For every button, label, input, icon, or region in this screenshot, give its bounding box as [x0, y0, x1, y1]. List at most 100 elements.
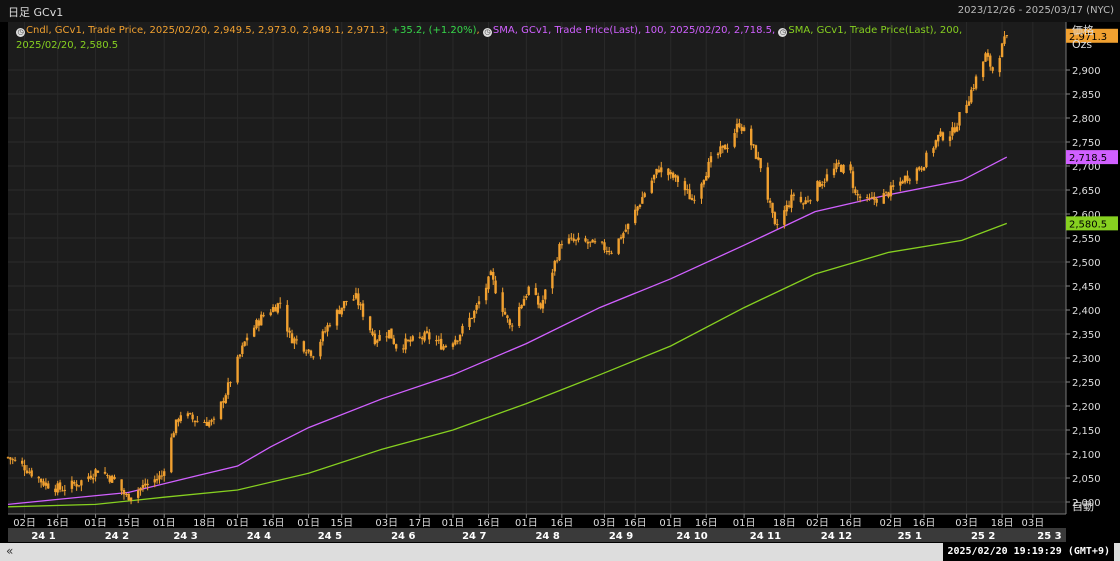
- candle-body: [70, 480, 74, 489]
- x-tick-label: 16日: [624, 518, 647, 529]
- candle-body: [577, 237, 580, 240]
- clock-icon[interactable]: ◷: [482, 28, 492, 37]
- candle-body: [660, 167, 663, 173]
- candle-body: [889, 185, 893, 197]
- candle-body: [127, 493, 130, 501]
- candle-body: [655, 168, 658, 175]
- candle-body: [276, 303, 280, 313]
- candle-body: [667, 168, 670, 176]
- candle-body: [461, 325, 464, 334]
- x-tick-label: 16日: [695, 518, 718, 529]
- candle-body: [643, 193, 646, 197]
- candle-body: [693, 199, 696, 201]
- candle-body: [30, 470, 33, 477]
- candle-body: [376, 340, 379, 343]
- y-tick-label: 2,550: [1072, 234, 1101, 245]
- candle-body: [622, 233, 625, 239]
- candle-body: [96, 470, 100, 473]
- candle-body: [13, 459, 17, 461]
- candle-body: [544, 289, 547, 300]
- candle-body: [212, 418, 216, 420]
- month-label: 24 6: [391, 531, 415, 542]
- auto-scale-button[interactable]: 自動: [1072, 500, 1094, 513]
- candle-body: [473, 310, 476, 319]
- month-label: 25 3: [1037, 531, 1061, 542]
- candle-body: [984, 53, 987, 62]
- candle-body: [269, 312, 272, 316]
- candle-body: [236, 356, 239, 383]
- candle-body: [58, 482, 62, 490]
- candle-body: [262, 315, 265, 317]
- candle-body: [42, 481, 45, 486]
- candle-body: [501, 292, 504, 312]
- clock-icon[interactable]: ◷: [778, 28, 788, 37]
- month-label: 24 7: [462, 531, 486, 542]
- candle-body: [326, 325, 329, 332]
- x-tick-label: 03日: [375, 518, 398, 529]
- candle-body: [1000, 43, 1004, 58]
- candle-body: [23, 465, 26, 471]
- legend-candle-change: +35.2, (+1.20%): [391, 25, 477, 36]
- candle-body: [541, 300, 545, 309]
- y-axis-panel[interactable]: [1066, 22, 1120, 514]
- candle-body: [222, 400, 225, 403]
- candle-body: [21, 460, 24, 464]
- y-tick-label: 2,000: [1072, 498, 1101, 509]
- candle-body: [567, 238, 571, 244]
- candle-body: [726, 147, 729, 149]
- candle-body: [387, 329, 391, 339]
- candle-body: [94, 469, 97, 477]
- candle-body: [700, 183, 703, 199]
- candle-body: [238, 354, 242, 357]
- y-tick-label: 2,900: [1072, 66, 1101, 77]
- candle-body: [837, 162, 840, 164]
- candle-body: [158, 475, 161, 480]
- candle-body: [179, 415, 182, 421]
- status-bar: « 2025/02/20 19:19:29 (GMT+9): [0, 543, 1120, 561]
- candle-body: [487, 276, 490, 290]
- candle-body: [418, 336, 422, 338]
- x-tick-label: 01日: [84, 518, 107, 529]
- x-tick-label: 03日: [1021, 518, 1044, 529]
- candle-body: [39, 478, 43, 483]
- clock-icon[interactable]: ◷: [16, 28, 25, 37]
- candle-body: [56, 483, 59, 493]
- legend-sma200-value: 2025/02/20, 2,580.5: [16, 40, 119, 51]
- candle-body: [359, 304, 362, 306]
- candle-body: [887, 192, 890, 197]
- candle-body: [110, 475, 114, 483]
- candle-body: [146, 483, 149, 486]
- candle-body: [574, 239, 578, 241]
- candlestick-chart[interactable]: 2,000 2,050 2,100 2,150 2,200 2,250 2,300 2,350…: [0, 22, 1120, 543]
- y-tick-label: 2,250: [1072, 378, 1101, 389]
- candle-body: [92, 477, 95, 480]
- candle-body: [948, 136, 952, 141]
- candle-body: [804, 200, 807, 204]
- price-unit-label: 価格 Ozs: [1072, 22, 1094, 51]
- candle-body: [671, 172, 675, 178]
- candle-body: [252, 327, 256, 337]
- candle-body: [856, 193, 859, 196]
- candle-body: [302, 341, 306, 352]
- y-tick-label: 2,200: [1072, 402, 1101, 413]
- candle-body: [707, 161, 710, 178]
- candle-body: [607, 250, 611, 253]
- double-chevron-left-icon[interactable]: «: [6, 544, 14, 558]
- y-tick-label: 2,850: [1072, 90, 1101, 101]
- candle-body: [652, 174, 656, 180]
- sma-100-series: [7, 156, 1008, 506]
- candle-body: [624, 229, 627, 232]
- candle-body: [958, 112, 961, 126]
- candle-body: [224, 395, 227, 404]
- candle-body: [295, 339, 298, 341]
- candle-body: [610, 252, 613, 254]
- candle-body: [669, 171, 672, 175]
- candle-body: [6, 457, 10, 459]
- candle-body: [394, 344, 398, 349]
- candle-body: [207, 421, 211, 427]
- candle-body: [113, 476, 116, 480]
- candle-body: [858, 196, 862, 198]
- candle-body: [925, 152, 928, 168]
- month-label: 24 12: [821, 531, 852, 542]
- sma-200-line: [7, 222, 1008, 508]
